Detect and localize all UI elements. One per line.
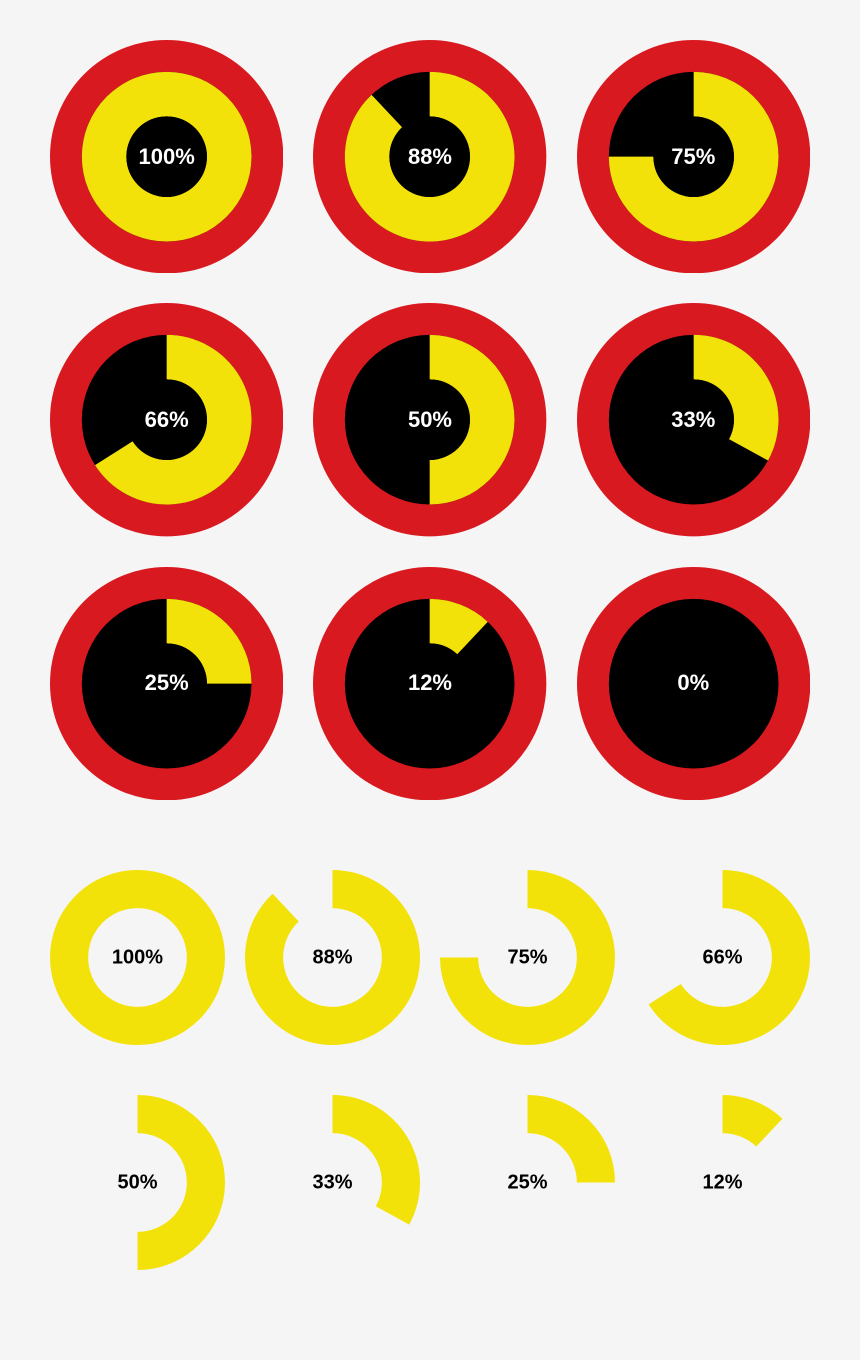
donut-percent-label: 33% (312, 1171, 352, 1194)
infographic-page: 100% 88% 75% 66% 50% 33% 25% 12% 0% 100% 88% 75% 66… (0, 0, 860, 1360)
ring-donut: 50% (50, 1085, 225, 1280)
donut-percent-label: 88% (408, 144, 452, 170)
donut-percent-label: 75% (671, 144, 715, 170)
donut-percent-label: 75% (507, 946, 547, 969)
ring-donut: 88% (245, 860, 420, 1055)
donut-percent-label: 66% (145, 407, 189, 433)
ring-donut: 100% (50, 860, 225, 1055)
donut-percent-label: 25% (507, 1171, 547, 1194)
ring-donut: 25% (440, 1085, 615, 1280)
donut-percent-label: 12% (408, 670, 452, 696)
ring-donut-grid: 100% 88% 75% 66% 50% 33% 25% 12% (50, 860, 810, 1280)
donut-percent-label: 33% (671, 407, 715, 433)
donut-percent-label: 0% (677, 670, 709, 696)
full-donut: 66% (50, 303, 283, 536)
donut-percent-label: 25% (145, 670, 189, 696)
donut-percent-label: 50% (117, 1171, 157, 1194)
full-donut: 75% (577, 40, 810, 273)
donut-percent-label: 12% (702, 1171, 742, 1194)
full-donut-grid: 100% 88% 75% 66% 50% 33% 25% 12% 0% (50, 40, 810, 800)
full-donut: 88% (313, 40, 546, 273)
ring-donut: 66% (635, 860, 810, 1055)
full-donut: 50% (313, 303, 546, 536)
ring-donut: 75% (440, 860, 615, 1055)
ring-donut: 33% (245, 1085, 420, 1280)
full-donut: 100% (50, 40, 283, 273)
ring-donut: 12% (635, 1085, 810, 1280)
donut-percent-label: 100% (139, 144, 195, 170)
donut-percent-label: 100% (112, 946, 163, 969)
donut-percent-label: 88% (312, 946, 352, 969)
full-donut: 0% (577, 567, 810, 800)
full-donut: 25% (50, 567, 283, 800)
donut-percent-label: 66% (702, 946, 742, 969)
full-donut: 33% (577, 303, 810, 536)
donut-percent-label: 50% (408, 407, 452, 433)
full-donut: 12% (313, 567, 546, 800)
